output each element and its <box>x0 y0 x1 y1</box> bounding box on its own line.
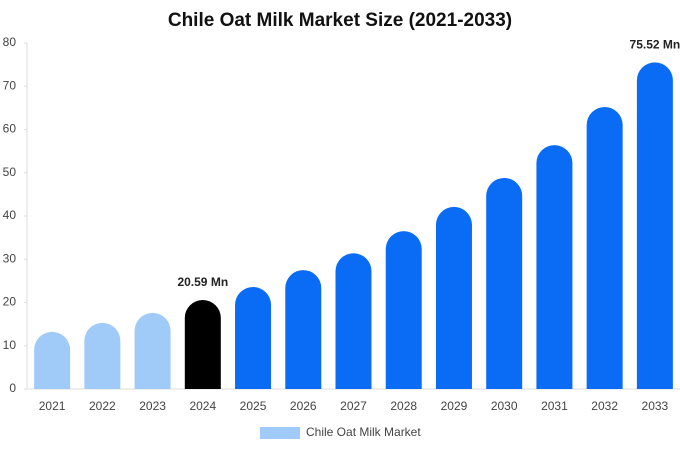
bar <box>586 107 623 389</box>
chart-title: Chile Oat Milk Market Size (2021-2033) <box>168 10 512 31</box>
x-tick-label: 2026 <box>290 399 317 413</box>
bar <box>34 331 71 389</box>
x-tick-label: 2033 <box>642 399 669 413</box>
x-tick-label: 2031 <box>541 399 568 413</box>
x-tick-label: 2029 <box>441 399 468 413</box>
bar <box>435 206 472 389</box>
y-tick-label: 40 <box>3 208 17 222</box>
y-tick-label: 0 <box>9 381 16 395</box>
y-tick-label: 60 <box>3 122 17 136</box>
y-tick-label: 10 <box>3 338 17 352</box>
y-tick-label: 50 <box>3 165 17 179</box>
bar <box>636 62 673 389</box>
y-tick-label: 30 <box>3 251 17 265</box>
x-tick-label: 2022 <box>89 399 116 413</box>
bar <box>285 270 322 389</box>
bar <box>536 145 573 389</box>
legend-label: Chile Oat Milk Market <box>306 425 421 439</box>
value-label: 20.59 Mn <box>177 275 228 289</box>
x-tick-label: 2023 <box>139 399 166 413</box>
bar <box>385 231 422 389</box>
value-label: 75.52 Mn <box>630 38 680 52</box>
x-tick-label: 2027 <box>340 399 367 413</box>
x-tick-label: 2028 <box>390 399 417 413</box>
bar <box>235 286 272 389</box>
y-tick-label: 20 <box>3 295 17 309</box>
legend-swatch <box>260 427 300 439</box>
bar <box>335 253 372 389</box>
x-tick-label: 2025 <box>240 399 267 413</box>
bar <box>184 299 221 389</box>
x-tick-label: 2032 <box>591 399 618 413</box>
x-tick-label: 2030 <box>491 399 518 413</box>
bar <box>486 177 523 389</box>
y-tick-label: 80 <box>3 35 17 49</box>
bar <box>84 322 121 389</box>
x-tick-label: 2021 <box>39 399 66 413</box>
bar <box>134 312 171 389</box>
x-tick-label: 2024 <box>189 399 216 413</box>
y-tick-label: 70 <box>3 78 17 92</box>
